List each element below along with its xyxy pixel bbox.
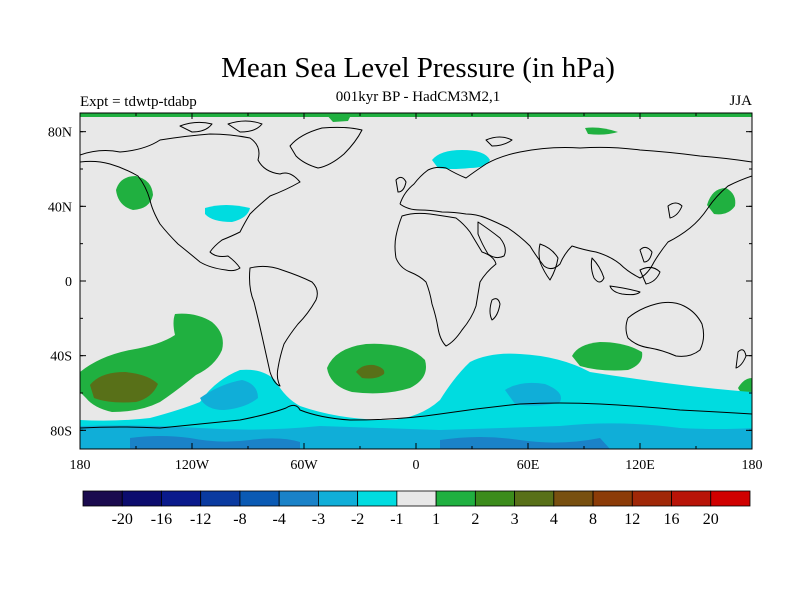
map-title: Mean Sea Level Pressure (in hPa) [221, 52, 615, 84]
anomaly-core-south-atlantic [356, 364, 385, 379]
coastline-greenland [289, 126, 363, 169]
y-tick-label: 0 [65, 275, 72, 290]
colorbar-label: -16 [151, 511, 172, 528]
colorbar-label: 8 [589, 511, 597, 528]
anomaly-core-antarctic-deep [130, 436, 300, 449]
colorbar-swatch [357, 490, 398, 507]
colorbar-label: -12 [190, 511, 211, 528]
y-axis: 80N 40N 0 40S 80S [48, 126, 752, 439]
map-panel [80, 113, 752, 449]
anomaly-core-antarctic-east [440, 437, 610, 449]
anomaly-region-arctic-lobe [325, 113, 352, 122]
coastline-japan [667, 202, 683, 219]
x-tick-label: 60W [290, 458, 318, 473]
colorbar-label: -3 [312, 511, 325, 528]
anomaly-region-barents [432, 150, 490, 169]
colorbar: -20 -16 -12 -8 -4 -3 -2 -1 1 2 3 4 8 12 16 20 [82, 490, 751, 528]
coastline-antarctica [80, 402, 752, 429]
anomaly-region-kara [585, 127, 618, 135]
y-tick-label: 80N [48, 126, 72, 141]
coastlines [80, 120, 752, 429]
coastline-southeast-asia [590, 246, 661, 296]
colorbar-label: -1 [390, 511, 403, 528]
colorbar-swatch [82, 490, 123, 507]
experiment-label: Expt = tdwtp-tdabp [80, 94, 197, 110]
colorbar-swatch [710, 490, 751, 507]
colorbar-swatch [592, 490, 633, 507]
x-axis: 180 120W 60W 0 60E 120E 180 [70, 113, 763, 473]
colorbar-swatch [239, 490, 280, 507]
map-subtitle: 001kyr BP - HadCM3M2,1 [335, 89, 501, 105]
x-tick-label: 60E [517, 458, 540, 473]
colorbar-label: 20 [703, 511, 719, 528]
coastline-madagascar [489, 298, 501, 321]
anomaly-core-indian-southern [505, 382, 561, 406]
colorbar-swatch [278, 490, 319, 507]
colorbar-swatch [121, 490, 162, 507]
colorbar-swatch [553, 490, 594, 507]
anomaly-core-south-pacific [90, 372, 158, 403]
coastline-arctic-islands [179, 120, 513, 147]
colorbar-swatch [631, 490, 672, 507]
anomaly-region-south-indian [572, 342, 643, 371]
y-tick-label: 40S [50, 350, 72, 365]
colorbar-label: -8 [233, 511, 246, 528]
coastline-north-america [80, 133, 301, 272]
colorbar-swatch [474, 490, 515, 507]
x-tick-label: 0 [413, 458, 420, 473]
colorbar-swatch [514, 490, 555, 507]
colorbar-swatch [318, 490, 359, 507]
colorbar-label: 4 [550, 511, 558, 528]
coastline-africa [394, 212, 497, 347]
colorbar-label: -4 [273, 511, 286, 528]
coastline-australia [625, 301, 705, 357]
x-tick-label: 180 [742, 458, 763, 473]
anomaly-region-north-atlantic [205, 205, 250, 222]
anomaly-region-west-pacific [707, 188, 736, 215]
colorbar-label: 16 [664, 511, 680, 528]
colorbar-label: 2 [471, 511, 479, 528]
x-tick-label: 120E [625, 458, 655, 473]
colorbar-label: -20 [112, 511, 133, 528]
colorbar-label: -2 [351, 511, 364, 528]
colorbar-label: 12 [624, 511, 640, 528]
colorbar-label: 3 [511, 511, 519, 528]
colorbar-swatch [435, 490, 476, 507]
coastline-new-zealand [735, 349, 747, 369]
coastline-europe-asia [399, 146, 752, 279]
season-label: JJA [729, 93, 752, 109]
colorbar-swatch [396, 490, 437, 507]
y-tick-label: 40N [48, 200, 72, 215]
coastline-india [538, 243, 559, 281]
colorbar-swatch [671, 490, 712, 507]
colorbar-swatch [200, 490, 241, 507]
x-tick-label: 120W [175, 458, 210, 473]
x-tick-label: 180 [70, 458, 91, 473]
colorbar-label: 1 [432, 511, 440, 528]
coastline-arabia [477, 221, 506, 259]
y-tick-label: 80S [50, 424, 72, 439]
coastline-south-america [249, 265, 318, 387]
colorbar-swatch [161, 490, 202, 507]
anomaly-core-amundsen [200, 380, 258, 410]
coastline-uk [395, 176, 407, 193]
